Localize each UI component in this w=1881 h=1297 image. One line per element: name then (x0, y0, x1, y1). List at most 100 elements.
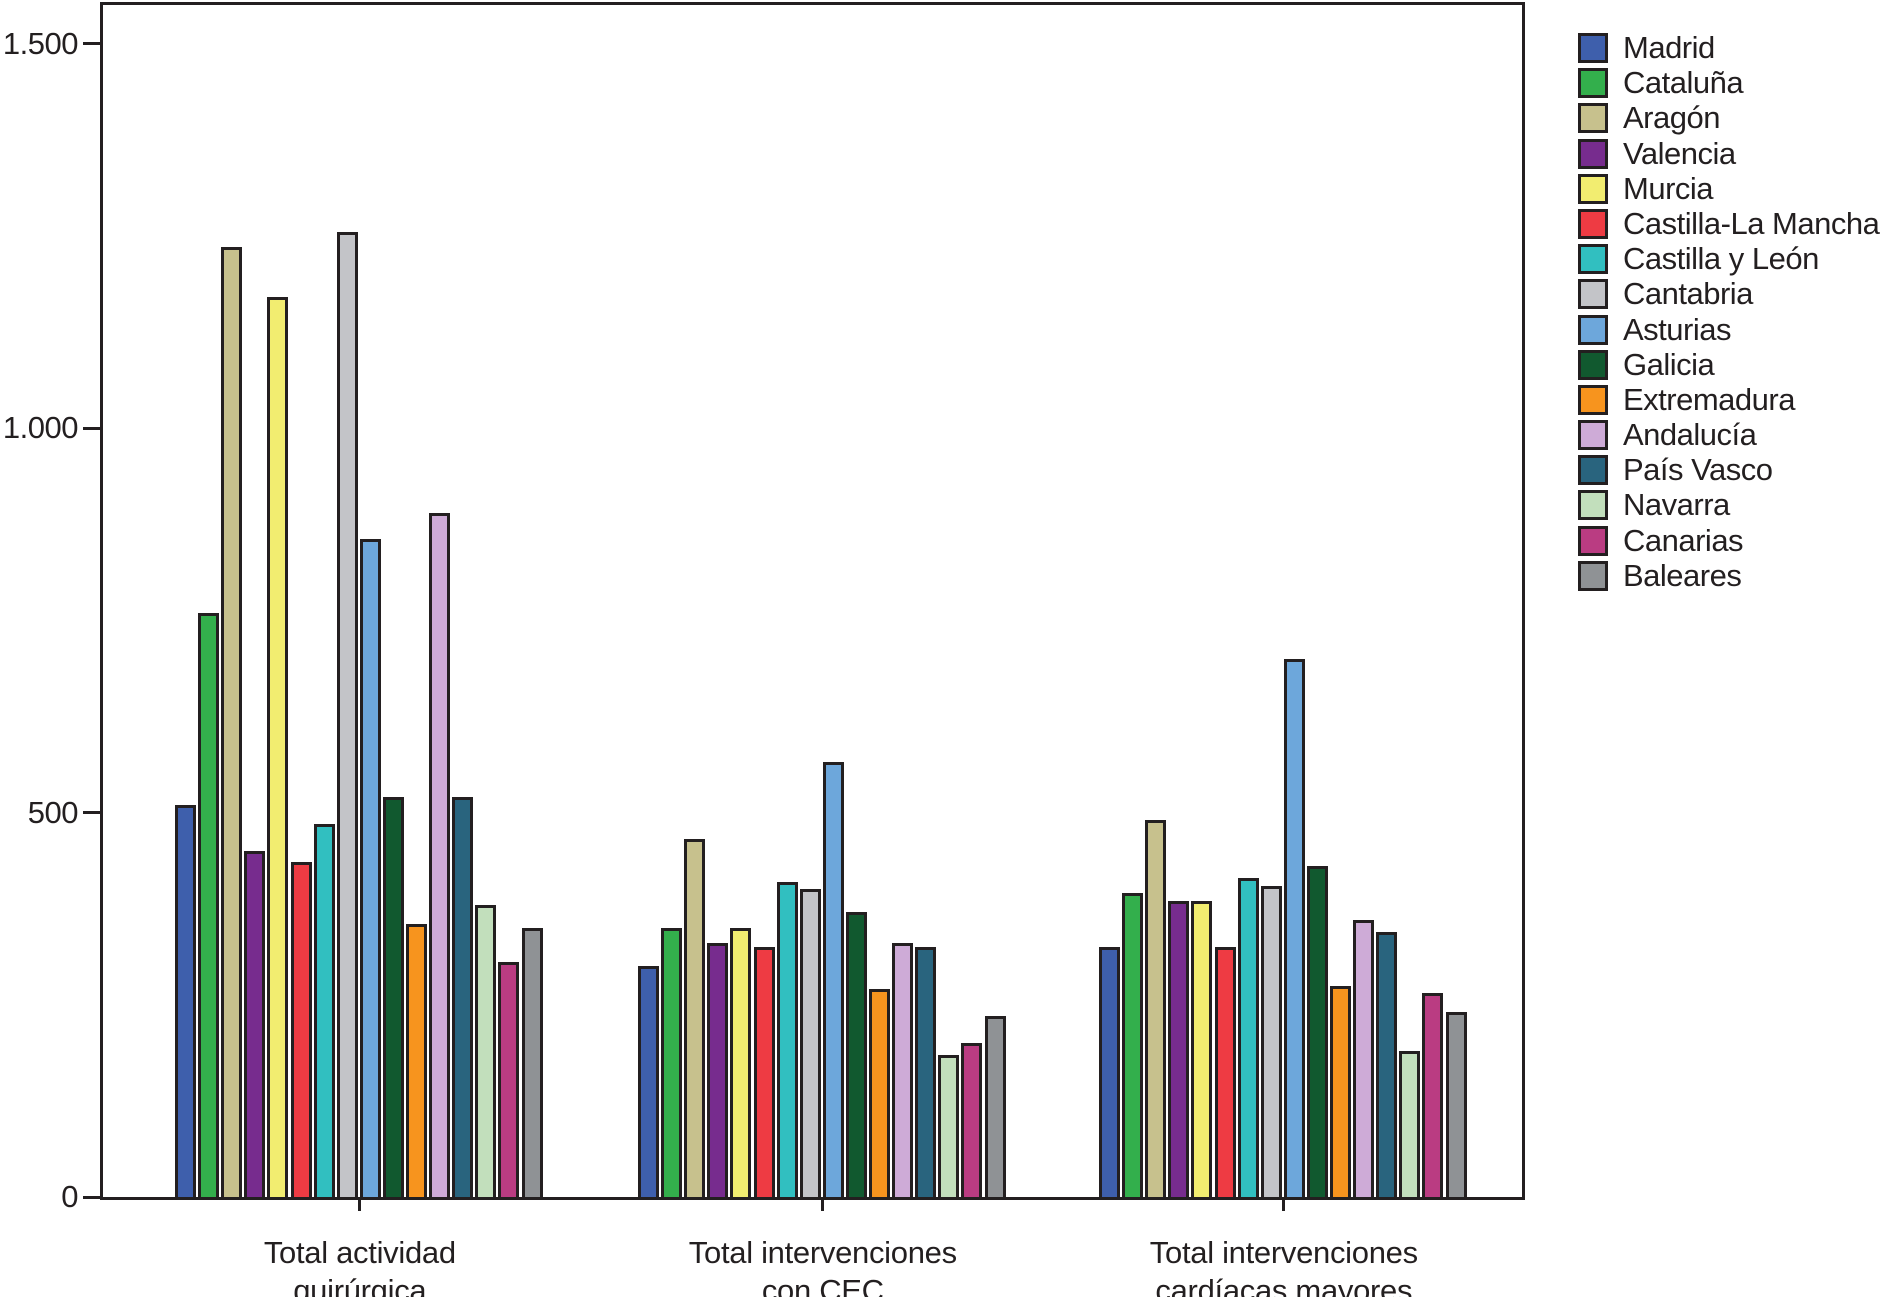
bar-aragon-group3 (1145, 820, 1167, 1197)
bar-murcia-group2 (730, 928, 752, 1197)
bar-baleares-group2 (984, 1016, 1006, 1197)
legend-item-asturias: Asturias (1578, 311, 1879, 347)
bar-canarias-group3 (1422, 993, 1444, 1197)
legend-swatch-aragon (1578, 103, 1608, 134)
legend-item-baleares: Baleares (1578, 557, 1879, 593)
bar-navarra-group1 (475, 905, 497, 1197)
legend-item-pais-vasco: País Vasco (1578, 452, 1879, 488)
legend-swatch-canarias (1578, 525, 1608, 556)
bar-galicia-group3 (1306, 866, 1328, 1197)
y-tick-mark (83, 1195, 100, 1199)
legend-label: Valencia (1623, 135, 1736, 171)
bar-canarias-group1 (498, 962, 520, 1197)
bar-castilla-y-leon-group2 (776, 882, 798, 1197)
legend-label: Baleares (1623, 557, 1742, 593)
bar-galicia-group1 (382, 797, 404, 1197)
legend-label: País Vasco (1623, 452, 1773, 488)
legend-swatch-cantabria (1578, 279, 1608, 310)
x-tick-mark (821, 1197, 825, 1211)
legend-label: Cataluña (1623, 65, 1744, 101)
legend-item-castilla-y-leon: Castilla y León (1578, 241, 1879, 277)
legend-label: Madrid (1623, 30, 1715, 65)
legend-swatch-asturias (1578, 314, 1608, 345)
legend-label: Extremadura (1623, 381, 1795, 417)
bar-aragon-group2 (684, 839, 706, 1197)
bar-baleares-group1 (521, 928, 543, 1197)
bar-castilla-la-mancha-group1 (290, 862, 312, 1197)
bar-cataluna-group2 (661, 928, 683, 1197)
legend-swatch-extremadura (1578, 384, 1608, 415)
legend-swatch-galicia (1578, 349, 1608, 380)
legend-item-madrid: Madrid (1578, 30, 1879, 65)
legend-label: Aragón (1623, 100, 1720, 136)
plot-area (100, 2, 1525, 1200)
legend-item-canarias: Canarias (1578, 522, 1879, 558)
bar-pais-vasco-group1 (452, 797, 474, 1197)
bar-baleares-group3 (1445, 1012, 1467, 1197)
bar-castilla-la-mancha-group3 (1214, 947, 1236, 1197)
legend-item-galicia: Galicia (1578, 346, 1879, 382)
bar-cantabria-group2 (799, 889, 821, 1197)
bar-murcia-group3 (1191, 901, 1213, 1197)
legend-label: Navarra (1623, 487, 1730, 523)
bar-valencia-group2 (707, 943, 729, 1197)
bar-extremadura-group3 (1330, 986, 1351, 1197)
x-category-label: Total intervenciones cardíacas mayores (1149, 1235, 1418, 1297)
legend-swatch-madrid (1578, 33, 1608, 63)
legend-label: Asturias (1623, 311, 1731, 347)
legend-swatch-cataluna (1578, 68, 1608, 99)
legend-item-castilla-la-mancha: Castilla-La Mancha (1578, 205, 1880, 241)
y-tick-label: 500 (27, 794, 79, 830)
y-tick-label: 0 (61, 1179, 78, 1214)
legend-swatch-pais-vasco (1578, 455, 1608, 486)
bar-valencia-group1 (244, 851, 266, 1197)
legend-swatch-castilla-la-mancha (1578, 208, 1608, 239)
legend-item-valencia: Valencia (1578, 135, 1879, 171)
bar-madrid-group2 (638, 966, 659, 1197)
legend-label: Canarias (1623, 522, 1744, 558)
bar-castilla-y-leon-group1 (313, 824, 335, 1197)
legend-item-cantabria: Cantabria (1578, 276, 1879, 312)
legend-item-aragon: Aragón (1578, 100, 1879, 136)
bar-pais-vasco-group3 (1376, 932, 1398, 1197)
bar-canarias-group2 (961, 1043, 983, 1197)
bar-andalucia-group2 (892, 943, 914, 1197)
legend-label: Cantabria (1623, 276, 1753, 312)
bar-cataluna-group1 (198, 613, 220, 1197)
legend-label: Galicia (1623, 346, 1715, 382)
bar-aragon-group1 (221, 247, 243, 1197)
x-tick-mark (358, 1197, 362, 1211)
legend-swatch-murcia (1578, 173, 1608, 204)
bar-cantabria-group1 (336, 232, 358, 1197)
bar-asturias-group1 (359, 539, 381, 1197)
legend-swatch-andalucia (1578, 420, 1608, 451)
legend-item-murcia: Murcia (1578, 171, 1879, 206)
bar-cataluna-group3 (1122, 893, 1144, 1197)
bar-asturias-group2 (822, 762, 844, 1197)
bar-navarra-group2 (938, 1055, 960, 1197)
legend-swatch-navarra (1578, 490, 1608, 521)
bar-madrid-group1 (175, 805, 196, 1197)
bar-pais-vasco-group2 (915, 947, 937, 1197)
x-category-label: Total actividad quirúrgica (263, 1235, 456, 1297)
legend-label: Castilla-La Mancha (1623, 205, 1880, 241)
legend-item-andalucia: Andalucía (1578, 417, 1879, 453)
legend-swatch-castilla-y-leon (1578, 244, 1608, 275)
bar-andalucia-group3 (1353, 920, 1375, 1197)
legend-item-cataluna: Cataluña (1578, 65, 1879, 101)
bar-cantabria-group3 (1260, 886, 1282, 1197)
bar-castilla-y-leon-group3 (1237, 878, 1259, 1197)
bar-madrid-group3 (1099, 947, 1120, 1197)
y-tick-mark (83, 426, 100, 430)
legend-item-extremadura: Extremadura (1578, 381, 1879, 417)
x-tick-mark (1282, 1197, 1286, 1211)
x-category-label: Total intervenciones con CEC (688, 1235, 957, 1297)
legend-label: Andalucía (1623, 417, 1757, 453)
y-tick-label: 1.000 (2, 410, 79, 445)
legend-label: Castilla y León (1623, 241, 1819, 277)
bar-asturias-group3 (1283, 659, 1305, 1197)
bar-castilla-la-mancha-group2 (753, 947, 775, 1197)
y-tick-mark (83, 42, 100, 45)
y-tick-mark (83, 811, 100, 814)
